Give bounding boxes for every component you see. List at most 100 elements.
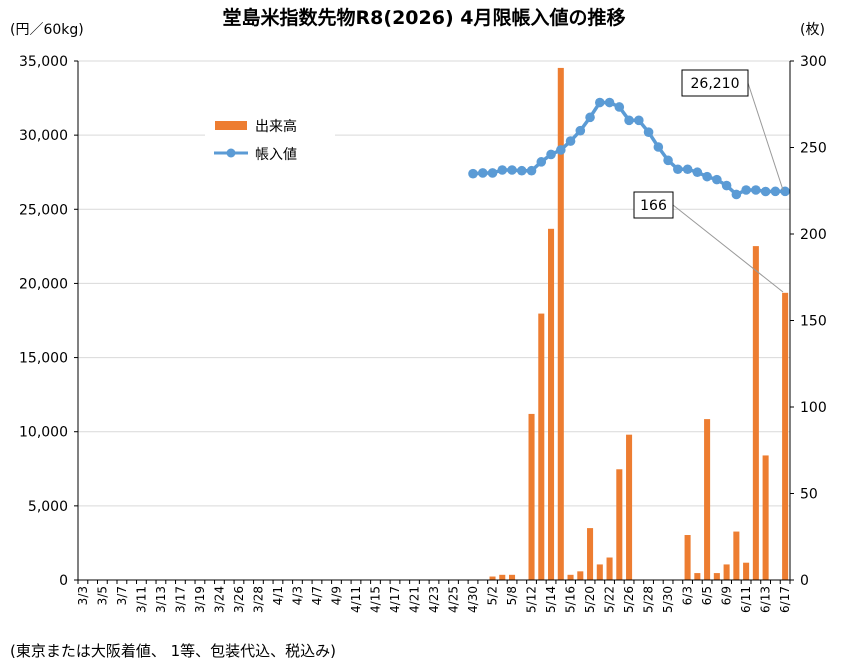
x-axis-tick-label: 5/2: [486, 586, 500, 605]
volume-bar: [489, 576, 496, 580]
gridlines: [78, 60, 790, 507]
x-axis-tick-label: 4/30: [466, 586, 480, 613]
volume-bar: [626, 434, 633, 580]
volume-bar: [577, 571, 584, 580]
x-axis-tick-label: 3/17: [173, 586, 187, 613]
volume-bar: [557, 67, 564, 581]
price-marker: [585, 112, 595, 123]
x-axis-tick-label: 5/22: [603, 586, 617, 613]
x-axis-tick-label: 3/26: [232, 586, 246, 613]
volume-bar: [743, 562, 750, 580]
x-axis-tick-label: 5/30: [661, 586, 675, 613]
right-axis-unit: (枚): [800, 22, 825, 38]
x-axis-tick-label: 5/26: [622, 586, 636, 613]
right-axis-tick-label: 150: [800, 314, 827, 330]
right-axis-tick-label: 100: [800, 400, 827, 416]
x-axis-tick-label: 3/19: [193, 586, 207, 613]
volume-bars: [489, 67, 789, 581]
volume-bar: [616, 469, 623, 580]
legend-box: [205, 106, 335, 168]
price-marker: [760, 186, 771, 197]
volume-callout-label: 166: [640, 198, 667, 214]
x-axis-tick-label: 4/25: [447, 586, 461, 613]
price-marker: [497, 165, 508, 175]
left-axis-tick-label: 0: [59, 573, 68, 589]
x-axis-tick-label: 5/8: [505, 586, 519, 605]
right-axis-tick-label: 0: [800, 573, 809, 589]
volume-bar: [733, 531, 740, 580]
volume-bar: [538, 313, 545, 580]
volume-bar: [587, 528, 594, 580]
x-axis-tick-label: 6/11: [739, 586, 753, 613]
footnote: (東京または大阪着値、 1等、包装代込、税込み): [10, 642, 336, 660]
volume-bar: [684, 535, 691, 580]
volume-bar: [694, 573, 701, 580]
x-axis-tick-label: 6/5: [700, 586, 714, 605]
volume-bar: [596, 564, 603, 580]
price-marker: [507, 165, 517, 175]
x-axis-tick-label: 4/21: [407, 586, 421, 613]
price-marker: [468, 168, 478, 179]
x-axis-tick-label: 5/28: [642, 586, 656, 613]
volume-bar: [499, 574, 506, 580]
legend-volume-swatch: [215, 121, 247, 130]
volume-callout-leader: [672, 204, 784, 293]
price-marker: [663, 155, 673, 166]
price-marker: [653, 142, 664, 152]
volume-bar: [762, 455, 769, 580]
x-axis-tick-label: 3/7: [115, 586, 129, 605]
volume-bar: [713, 573, 720, 580]
price-marker: [751, 185, 761, 195]
price-marker: [614, 102, 625, 112]
price-marker: [731, 189, 742, 200]
legend-volume-label: 出来高: [255, 118, 297, 135]
x-axis-tick-label: 3/3: [76, 586, 90, 605]
right-axis-ticks: 0 50 100 150 200 250 300: [790, 54, 827, 589]
x-axis-tick-label: 4/3: [290, 586, 304, 605]
legend-price-label: 帳入値: [255, 147, 297, 163]
x-axis-tick-label: 3/11: [134, 586, 148, 613]
legend-price-marker: [226, 148, 236, 158]
volume-bar: [723, 564, 730, 580]
right-axis-tick-label: 50: [800, 487, 818, 503]
x-axis-tick-label: 6/3: [681, 586, 695, 605]
x-axis-ticks: 3/3 3/5 3/7 3/11 3/13 3/17 3/19 3/24 3/26 3/28 4/1…: [76, 580, 792, 613]
price-marker: [487, 168, 498, 178]
left-axis-tick-label: 5,000: [28, 499, 68, 515]
price-marker: [477, 168, 488, 178]
price-callout-label: 26,210: [691, 76, 740, 92]
price-marker: [770, 186, 781, 197]
price-marker: [575, 125, 586, 136]
right-axis-tick-label: 300: [800, 54, 827, 70]
x-axis-tick-label: 4/7: [310, 586, 324, 605]
price-marker: [692, 167, 703, 178]
left-axis-tick-label: 25,000: [19, 202, 68, 218]
x-axis-tick-label: 4/15: [368, 586, 382, 613]
price-marker: [624, 115, 634, 126]
volume-bar: [606, 557, 613, 580]
x-axis-tick-label: 4/9: [329, 586, 343, 605]
price-callout-leader: [747, 82, 784, 191]
price-marker: [536, 157, 547, 167]
volume-bar: [567, 574, 574, 580]
x-axis-tick-label: 5/12: [525, 586, 539, 613]
chart-title: 堂島米指数先物R8(2026) 4月限帳入値の推移: [223, 6, 626, 29]
left-axis-tick-label: 15,000: [19, 351, 68, 367]
x-axis-tick-label: 4/23: [427, 586, 441, 613]
price-marker: [721, 180, 732, 191]
left-axis-unit: (円／60kg): [10, 22, 84, 38]
volume-bar: [782, 292, 789, 580]
left-axis-ticks: 0 5,000 10,000 15,000 20,000 25,000 30,000 35,0…: [19, 54, 78, 589]
x-axis-tick-label: 3/24: [212, 586, 226, 613]
price-marker: [604, 97, 615, 108]
x-axis-tick-label: 3/28: [251, 586, 265, 613]
x-axis-tick-label: 4/11: [349, 586, 363, 613]
x-axis-tick-label: 3/5: [95, 586, 109, 605]
x-axis-tick-label: 5/20: [583, 586, 597, 613]
price-marker: [702, 171, 712, 182]
right-axis-tick-label: 200: [800, 227, 827, 243]
price-callout-box: [681, 69, 749, 97]
right-axis-tick-label: 250: [800, 141, 827, 157]
left-axis-tick-label: 20,000: [19, 276, 68, 292]
